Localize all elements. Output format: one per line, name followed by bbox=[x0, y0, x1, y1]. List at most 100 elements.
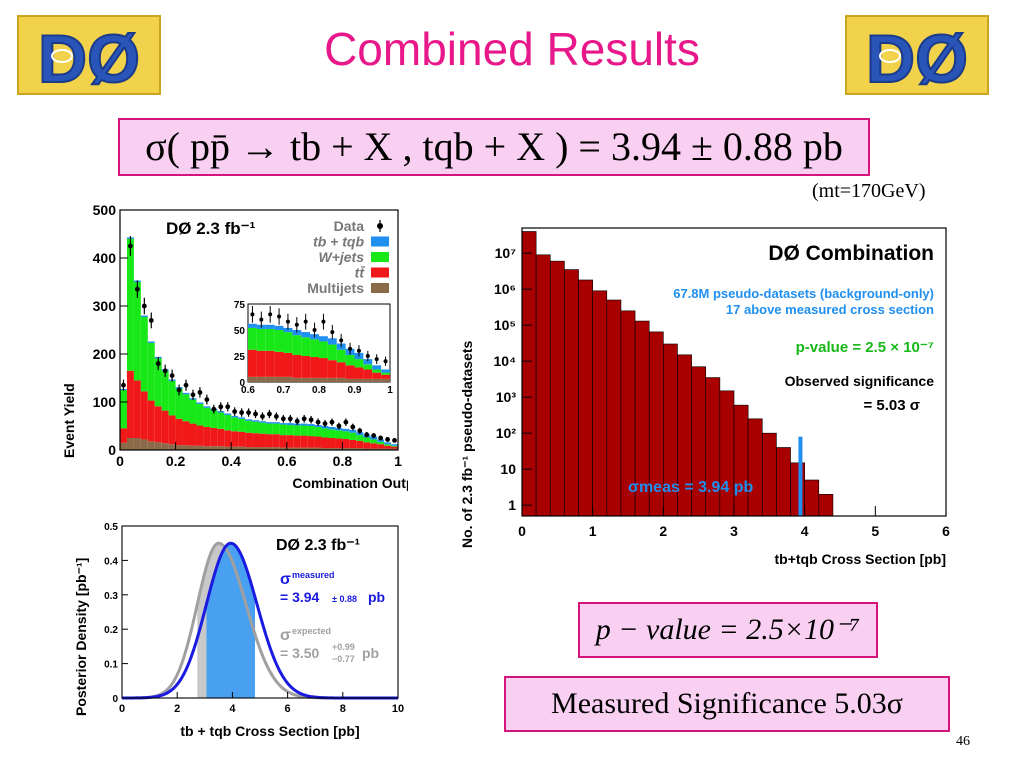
inset-bar bbox=[292, 330, 302, 336]
stack-bar bbox=[265, 434, 273, 448]
data-point bbox=[134, 286, 140, 292]
pvalue-box: p − value = 2.5×10⁻⁷ bbox=[578, 602, 878, 658]
stack-bar bbox=[259, 422, 266, 434]
inset-bar bbox=[319, 377, 328, 382]
inset-bar bbox=[372, 369, 382, 373]
data-point bbox=[197, 390, 203, 395]
stack-bar bbox=[363, 437, 371, 443]
formula-text: σ( pp̄ → tb + X , tqb + X ) = 3.94 ± 0.8… bbox=[145, 124, 843, 169]
stack-bar bbox=[126, 438, 134, 450]
inset-point bbox=[285, 319, 290, 324]
pseudo-bar bbox=[521, 231, 537, 517]
data-point bbox=[253, 411, 258, 417]
pseudo-bar bbox=[535, 254, 551, 517]
inset-bar bbox=[336, 362, 346, 378]
stack-bar bbox=[370, 439, 378, 444]
inset-bar bbox=[327, 338, 337, 345]
stack-bar bbox=[300, 425, 308, 436]
posterior-frame bbox=[121, 525, 399, 699]
stack-bar bbox=[120, 390, 127, 429]
inset-point bbox=[268, 312, 273, 317]
data-point bbox=[148, 318, 154, 323]
stack-bar bbox=[140, 315, 148, 318]
inset-x-label: 0.8 bbox=[312, 385, 326, 396]
inset-bar bbox=[274, 330, 284, 352]
pseudo-bar bbox=[719, 390, 735, 517]
measured-sigma: σ bbox=[280, 571, 291, 588]
stack-bar bbox=[328, 429, 336, 438]
stack-bar bbox=[154, 442, 162, 450]
inset-bar bbox=[274, 351, 284, 377]
y-tick-label: 0.2 bbox=[104, 625, 118, 636]
legend-label: Data bbox=[334, 218, 365, 234]
inset-bar bbox=[283, 352, 293, 377]
event-yield-header: DØ 2.3 fb⁻¹ bbox=[166, 219, 256, 238]
inset-bar bbox=[256, 350, 266, 377]
d0-logo-left: DØ bbox=[17, 15, 161, 98]
legend-label: Multijets bbox=[307, 280, 364, 296]
inset-bar bbox=[363, 369, 373, 379]
y-tick-label: 0 bbox=[108, 442, 116, 458]
inset-bar bbox=[283, 376, 293, 382]
data-point bbox=[294, 418, 300, 424]
stack-bar bbox=[210, 427, 218, 447]
stack-bar bbox=[245, 447, 253, 450]
stack-bar bbox=[279, 423, 287, 425]
pseudo-bar bbox=[592, 290, 608, 517]
inset-bar bbox=[301, 332, 311, 338]
inset-bar bbox=[319, 336, 328, 342]
x-tick-label: 4 bbox=[801, 523, 809, 539]
stack-bar bbox=[217, 412, 225, 429]
data-point bbox=[155, 361, 161, 366]
inset-bar bbox=[319, 341, 328, 359]
posterior-header: DØ 2.3 fb⁻¹ bbox=[276, 537, 360, 554]
stack-bar bbox=[182, 445, 190, 450]
inset-bar bbox=[354, 359, 364, 368]
x-tick-label: 0.6 bbox=[277, 453, 297, 469]
significance-text: Measured Significance 5.03σ bbox=[551, 687, 903, 720]
inset-y-label: 50 bbox=[234, 326, 246, 337]
expected-sigma: σ bbox=[280, 627, 291, 644]
inset-bar bbox=[372, 378, 382, 382]
measured-sup: measured bbox=[292, 570, 335, 580]
stack-bar bbox=[286, 425, 294, 436]
inset-bar bbox=[265, 328, 275, 351]
data-point bbox=[183, 382, 189, 388]
inset-bar bbox=[381, 378, 390, 382]
stack-bar bbox=[189, 399, 197, 424]
y-tick-label: 200 bbox=[93, 346, 117, 362]
legend-label: tt̄ bbox=[355, 264, 366, 280]
data-point bbox=[287, 416, 293, 422]
observed-significance-label: Observed significance bbox=[785, 373, 935, 389]
y-tick-label: 0.1 bbox=[104, 660, 118, 671]
inset-bar bbox=[372, 372, 382, 379]
stack-bar bbox=[175, 445, 183, 450]
stack-bar bbox=[231, 446, 239, 450]
stack-bar bbox=[189, 423, 197, 446]
data-point bbox=[315, 419, 321, 425]
measured-error: ± 0.88 bbox=[332, 594, 357, 604]
inset-bar bbox=[256, 328, 266, 351]
stack-bar bbox=[265, 447, 273, 450]
inset-y-label: 75 bbox=[234, 300, 246, 311]
x-tick-label: 0.4 bbox=[221, 453, 241, 469]
stack-bar bbox=[217, 428, 225, 447]
pseudo-bar bbox=[761, 432, 777, 517]
inset-bar bbox=[354, 367, 364, 379]
inset-bar bbox=[248, 327, 257, 350]
stack-bar bbox=[120, 442, 127, 450]
x-tick-label: 0.2 bbox=[166, 453, 186, 469]
inset-bar bbox=[310, 339, 319, 358]
stack-bar bbox=[210, 410, 218, 428]
stack-bar bbox=[196, 445, 204, 450]
inset-bar bbox=[336, 349, 346, 363]
stack-bar bbox=[363, 442, 371, 449]
page-number: 46 bbox=[956, 734, 970, 749]
stack-bar bbox=[196, 402, 204, 404]
inset-bar bbox=[248, 349, 257, 377]
inset-bar bbox=[292, 377, 302, 382]
stack-bar bbox=[252, 420, 259, 422]
stack-bar bbox=[384, 442, 392, 445]
x-tick-label: 10 bbox=[392, 703, 404, 715]
top-mass-text: (mt=170GeV) bbox=[812, 180, 926, 202]
